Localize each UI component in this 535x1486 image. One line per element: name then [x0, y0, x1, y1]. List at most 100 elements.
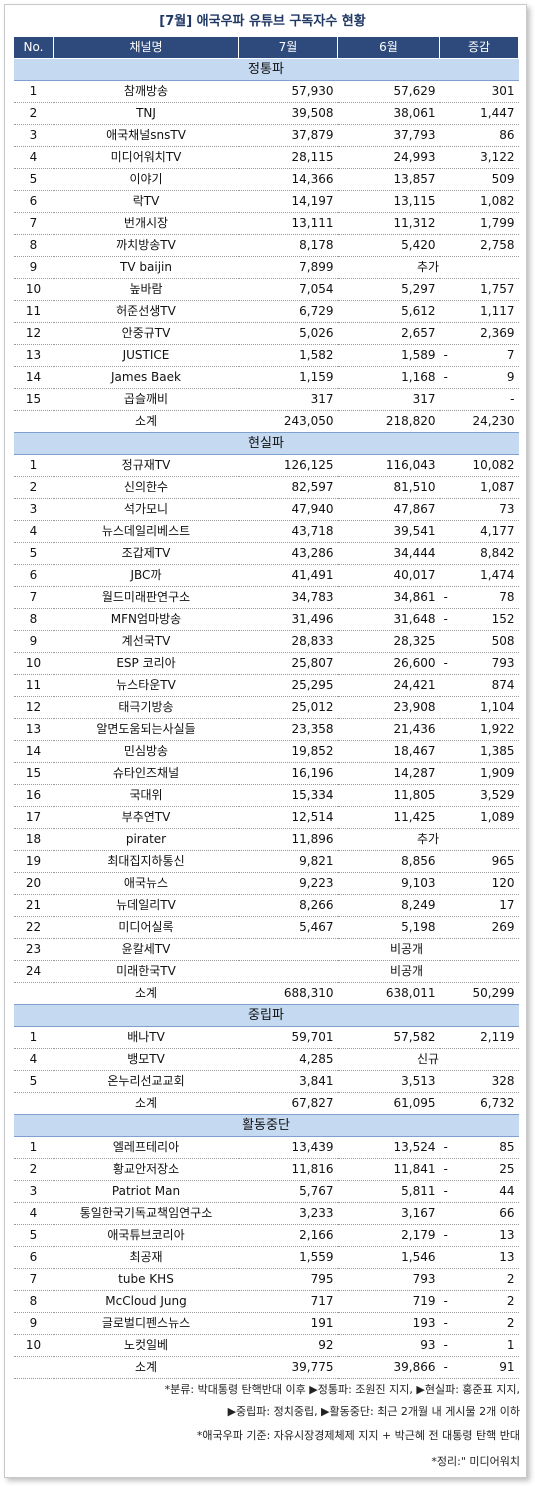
change-value: 4,177 [480, 524, 515, 538]
channel-name: ESP 코리아 [53, 652, 239, 675]
subtotal-row: 소계 39,775 39,866- 91 [13, 1356, 519, 1379]
change-value: 1,117 [480, 304, 515, 318]
negative-sign: - [443, 1162, 448, 1176]
change-cell: 50,299 [439, 982, 519, 1005]
july-count: 47,940 [238, 498, 338, 521]
table-row: 1 엘레프테리아 13,439 13,524- 85 [13, 1136, 519, 1159]
table-row: 2 TNJ 39,508 38,061 1,447 [13, 102, 519, 125]
change-value: 91 [499, 1360, 515, 1374]
change-value: 120 [491, 876, 515, 890]
row-number: 4 [13, 1202, 54, 1225]
channel-name: 알면도움되는사실들 [53, 718, 239, 741]
june-count: 2,657 [337, 322, 440, 345]
channel-name: 신의한수 [53, 476, 239, 499]
status-text: 추가 [337, 828, 519, 851]
june-count: 1,546 [337, 1246, 440, 1269]
change-value: 8,842 [480, 546, 515, 560]
july-count: 25,295 [238, 674, 338, 697]
table-row: 4 뉴스데일리베스트 43,718 39,541 4,177 [13, 520, 519, 543]
july-count: 795 [238, 1268, 338, 1291]
change-cell: -7 [439, 344, 519, 367]
change-cell: 24,230 [439, 410, 519, 433]
change-value: 25 [499, 1162, 515, 1176]
june-count: 13,524 [337, 1136, 440, 1159]
june-count: 8,249 [337, 894, 440, 917]
june-count: 26,600 [337, 652, 440, 675]
table-row: 5 이야기 14,366 13,857 509 [13, 168, 519, 191]
change-cell: - 793 [439, 652, 519, 675]
section-title: 활동중단 [13, 1114, 519, 1137]
subtotal-label: 소계 [53, 982, 239, 1005]
july-count: 34,783 [238, 586, 338, 609]
table-row: 7 tube KHS 795 793 2 [13, 1268, 519, 1291]
july-count: 67,827 [238, 1092, 338, 1115]
june-count: 5,612 [337, 300, 440, 323]
june-count: 57,629 [337, 80, 440, 103]
july-count: 3,233 [238, 1202, 338, 1225]
july-count: 92 [238, 1334, 338, 1357]
change-value: 9 [506, 370, 515, 384]
change-value: 1,447 [480, 106, 515, 120]
row-number: 6 [13, 190, 54, 213]
channel-name: 미디어실록 [53, 916, 239, 939]
channel-name: 뉴데일리TV [53, 894, 239, 917]
row-number: 12 [13, 696, 54, 719]
change-value: 85 [499, 1140, 515, 1154]
change-value: 328 [491, 1074, 515, 1088]
row-number: 23 [13, 938, 54, 961]
table-row: 21 뉴데일리TV 8,266 8,249 17 [13, 894, 519, 917]
row-number: 18 [13, 828, 54, 851]
row-number: 22 [13, 916, 54, 939]
change-value: 508 [491, 634, 515, 648]
channel-name: 석가모니 [53, 498, 239, 521]
row-number: 10 [13, 278, 54, 301]
change-value: 2 [506, 1272, 515, 1286]
change-cell: 1,909 [439, 762, 519, 785]
channel-name: 안중규TV [53, 322, 239, 345]
table-row: 22 미디어실록 5,467 5,198 269 [13, 916, 519, 939]
july-count: 28,833 [238, 630, 338, 653]
change-cell: 509 [439, 168, 519, 191]
change-cell: 2,369 [439, 322, 519, 345]
july-count: 41,491 [238, 564, 338, 587]
change-cell: 1,757 [439, 278, 519, 301]
row-number: 24 [13, 960, 54, 983]
june-count: 39,541 [337, 520, 440, 543]
row-number: 13 [13, 718, 54, 741]
row-number: 17 [13, 806, 54, 829]
june-count: 1,589 [337, 344, 440, 367]
table-row: 16 국대위 15,334 11,805 3,529 [13, 784, 519, 807]
july-count: 13,439 [238, 1136, 338, 1159]
channel-name: 배나TV [53, 1026, 239, 1049]
change-cell: -2 [439, 1290, 519, 1313]
change-value: 152 [491, 612, 515, 626]
negative-sign: - [443, 590, 448, 604]
table-row: 3 석가모니 47,940 47,867 73 [13, 498, 519, 521]
july-count: 39,775 [238, 1356, 338, 1379]
row-number: 5 [13, 1224, 54, 1247]
june-count: 193 [337, 1312, 440, 1335]
change-value: 66 [499, 1206, 515, 1220]
july-count: 59,701 [238, 1026, 338, 1049]
row-number: 6 [13, 1246, 54, 1269]
july-count: 82,597 [238, 476, 338, 499]
channel-name: 민심방송 [53, 740, 239, 763]
july-count: 14,197 [238, 190, 338, 213]
table-row: 23 윤칼세TV 비공개 [13, 938, 519, 961]
table-row: 4 뱅모TV 4,285 신규 [13, 1048, 519, 1071]
july-count: 39,508 [238, 102, 338, 125]
row-number: 10 [13, 1334, 54, 1357]
july-count: 1,559 [238, 1246, 338, 1269]
change-value: 965 [491, 854, 515, 868]
change-value: 1,089 [480, 810, 515, 824]
change-cell: 269 [439, 916, 519, 939]
change-value: 1 [506, 1338, 515, 1352]
channel-name: Patriot Man [53, 1180, 239, 1203]
july-count: 25,012 [238, 696, 338, 719]
row-number: 3 [13, 1180, 54, 1203]
june-count: 18,467 [337, 740, 440, 763]
july-count: 8,266 [238, 894, 338, 917]
channel-name: 미래한국TV [53, 960, 239, 983]
table-row: 15 곱슬깨비 317 317- [13, 388, 519, 411]
july-count: 7,899 [238, 256, 338, 279]
